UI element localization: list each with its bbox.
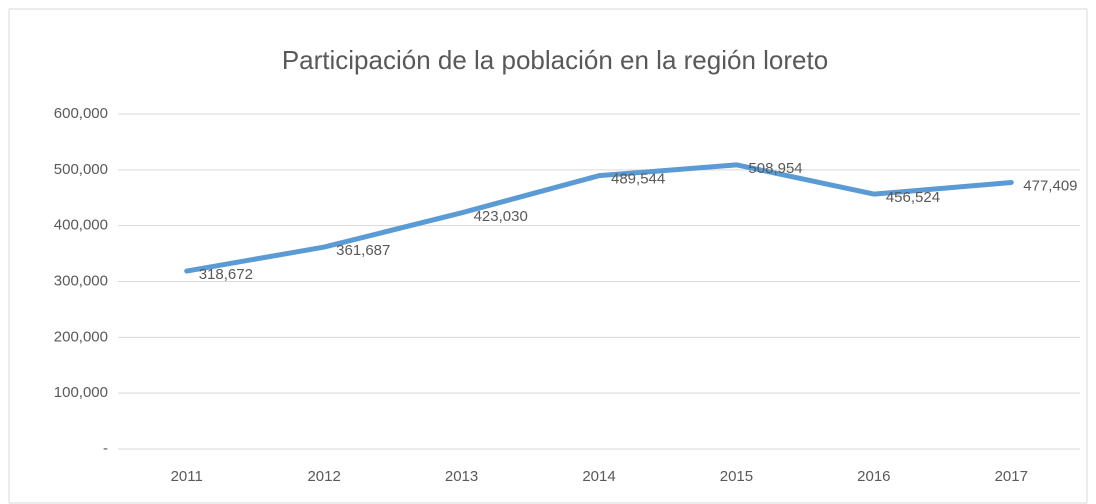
data-label: 318,672 [199, 266, 253, 283]
data-label: 361,687 [336, 242, 390, 259]
y-tick-label: - [103, 440, 108, 457]
chart-title: Participación de la población en la regi… [282, 45, 828, 75]
data-label: 423,030 [474, 208, 528, 225]
data-label: 477,409 [1023, 177, 1077, 194]
data-line [184, 162, 1014, 274]
data-label: 508,954 [748, 160, 802, 177]
x-tick-label: 2016 [857, 468, 890, 485]
y-tick-label: 600,000 [54, 105, 108, 122]
x-tick-label: 2013 [445, 468, 478, 485]
y-tick-label: 100,000 [54, 384, 108, 401]
x-tick-label: 2011 [171, 468, 203, 485]
y-tick-label: 300,000 [54, 272, 108, 289]
data-label: 456,524 [886, 189, 940, 206]
x-tick-label: 2015 [720, 468, 753, 485]
x-tick-label: 2017 [995, 468, 1028, 485]
data-label: 489,544 [611, 171, 665, 188]
x-tick-label: 2014 [582, 468, 615, 485]
x-tick-label: 2012 [307, 468, 340, 485]
y-tick-label: 400,000 [54, 217, 108, 234]
chart-frame [8, 8, 1088, 504]
y-tick-label: 500,000 [54, 161, 108, 178]
y-tick-label: 200,000 [54, 328, 108, 345]
